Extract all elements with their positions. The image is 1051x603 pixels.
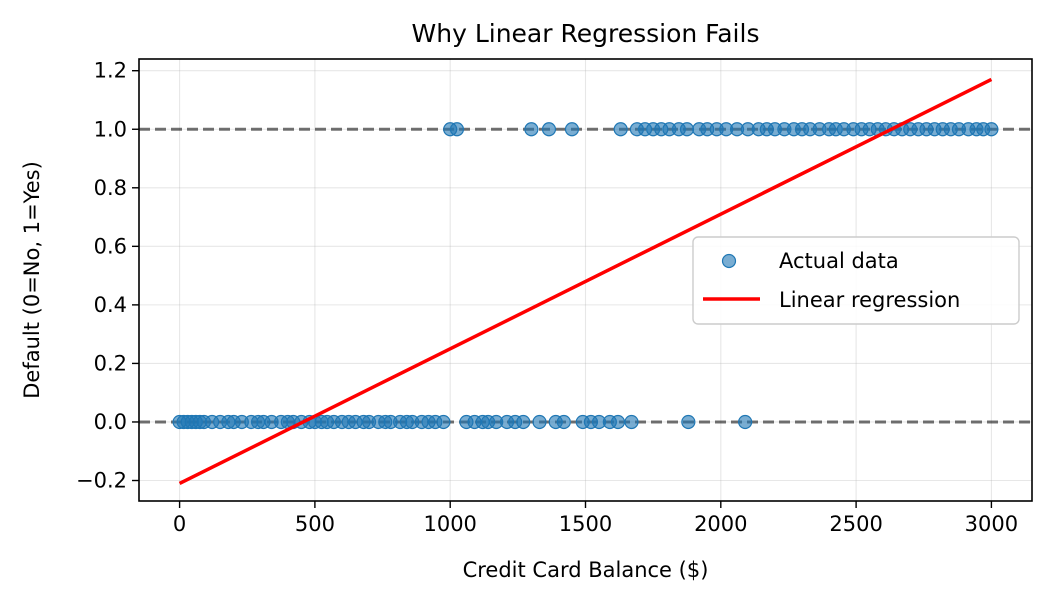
data-point bbox=[541, 122, 557, 137]
legend-marker-actual-data bbox=[721, 253, 737, 269]
x-axis-ticks: 0 500 1000 1500 2000 2500 3000 bbox=[173, 501, 1018, 536]
scatter-points bbox=[172, 122, 999, 430]
y-tick-label: 0.8 bbox=[94, 176, 127, 200]
legend: Actual data Linear regression bbox=[692, 236, 1020, 325]
x-tick-label: 500 bbox=[295, 512, 335, 536]
y-tick-label: 0.6 bbox=[94, 234, 127, 258]
data-point bbox=[681, 414, 696, 430]
x-tick-label: 2500 bbox=[829, 512, 882, 536]
regression-line bbox=[178, 77, 993, 486]
y-tick-label: 0.4 bbox=[94, 293, 127, 317]
y-tick-label: −0.2 bbox=[76, 469, 127, 493]
y-tick-label: 0.0 bbox=[94, 410, 127, 434]
data-point bbox=[624, 414, 639, 430]
legend-label-actual-data: Actual data bbox=[779, 249, 899, 273]
regression-line-group bbox=[178, 77, 993, 486]
data-point bbox=[738, 414, 753, 430]
x-tick-label: 0 bbox=[173, 512, 186, 536]
chart-title: Why Linear Regression Fails bbox=[412, 19, 760, 48]
x-tick-label: 2000 bbox=[694, 512, 747, 536]
data-point bbox=[449, 122, 465, 137]
data-point bbox=[436, 414, 451, 430]
data-point bbox=[516, 414, 531, 430]
x-tick-label: 1000 bbox=[423, 512, 476, 536]
data-point bbox=[532, 414, 547, 430]
data-point bbox=[556, 414, 571, 430]
x-tick-label: 3000 bbox=[965, 512, 1018, 536]
data-point bbox=[524, 122, 539, 137]
y-axis-ticks: −0.2 0.0 0.2 0.4 0.6 0.8 1.0 1.2 bbox=[76, 59, 139, 493]
legend-label-linear-regression: Linear regression bbox=[779, 288, 960, 312]
data-point bbox=[984, 122, 999, 137]
data-point bbox=[564, 122, 580, 137]
y-axis-label: Default (0=No, 1=Yes) bbox=[20, 161, 44, 399]
y-tick-label: 1.2 bbox=[94, 59, 127, 83]
y-tick-label: 0.2 bbox=[94, 351, 127, 375]
y-tick-label: 1.0 bbox=[94, 117, 127, 141]
data-point bbox=[610, 414, 626, 430]
x-tick-label: 1500 bbox=[559, 512, 612, 536]
data-point bbox=[613, 122, 628, 137]
x-axis-label: Credit Card Balance ($) bbox=[463, 558, 709, 582]
legend-box bbox=[692, 236, 1020, 325]
data-point bbox=[679, 122, 695, 137]
